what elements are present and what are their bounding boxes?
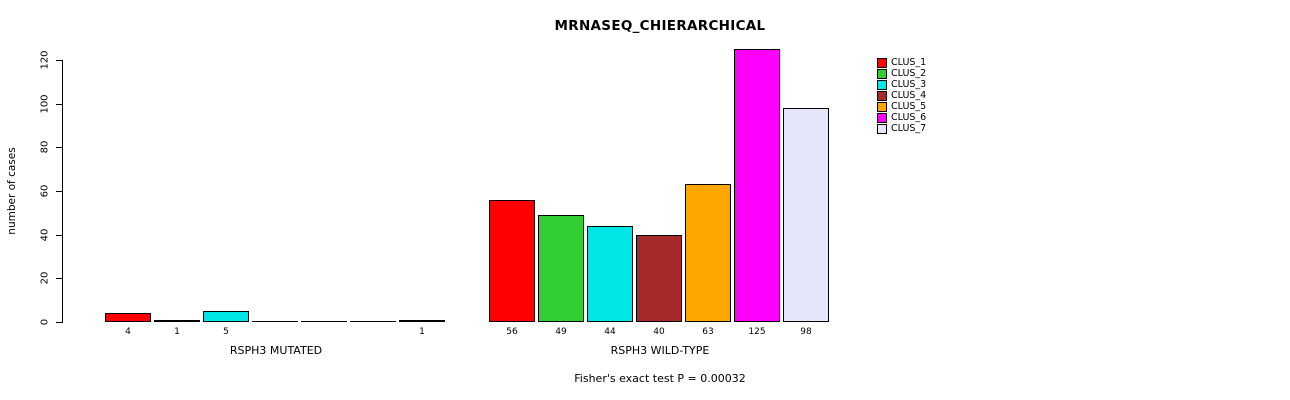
bar-value-label: 44 — [604, 327, 616, 337]
bar-CLUS_3 — [587, 226, 633, 322]
legend-item: CLUS_6 — [877, 112, 926, 123]
y-axis-tick — [56, 322, 62, 323]
legend-swatch — [877, 57, 887, 68]
bar-CLUS_3 — [203, 311, 249, 322]
y-axis-tick — [56, 60, 62, 61]
bar-value-label: 63 — [702, 327, 714, 337]
y-axis-tick — [56, 278, 62, 279]
y-axis-tick-label: 0 — [39, 318, 51, 326]
legend-label: CLUS_1 — [891, 57, 927, 68]
legend-label: CLUS_2 — [891, 68, 927, 79]
bar-value-label: 49 — [555, 327, 567, 337]
bar-CLUS_2 — [154, 320, 200, 322]
bar-value-label: 98 — [800, 327, 812, 337]
legend-item: CLUS_1 — [877, 57, 926, 68]
bar-value-label: 125 — [748, 327, 766, 337]
y-axis-tick-label: 80 — [39, 140, 51, 154]
bar-CLUS_4 — [636, 235, 682, 322]
bar-CLUS_7 — [399, 320, 445, 322]
y-axis-line — [62, 60, 63, 323]
legend-item: CLUS_2 — [877, 68, 926, 79]
bar-CLUS_4 — [252, 321, 298, 322]
y-axis-title: number of cases — [6, 147, 18, 235]
legend-swatch — [877, 79, 887, 90]
legend-swatch — [877, 101, 887, 112]
bar-CLUS_7 — [783, 108, 829, 322]
bar-value-label: 5 — [223, 327, 229, 337]
bar-value-label: 1 — [419, 327, 425, 337]
bar-CLUS_5 — [301, 321, 347, 322]
bar-CLUS_2 — [538, 215, 584, 322]
legend: CLUS_1 CLUS_2 CLUS_3 CLUS_4 CLUS_5 CLUS_6 CLUS… — [877, 57, 926, 134]
y-axis-tick — [56, 235, 62, 236]
x-axis-group-label-wildtype: RSPH3 WILD-TYPE — [610, 344, 710, 357]
bar-CLUS_1 — [105, 313, 151, 322]
legend-swatch — [877, 112, 887, 123]
y-axis-tick — [56, 191, 62, 192]
legend-label: CLUS_4 — [891, 90, 927, 101]
bar-CLUS_6 — [734, 49, 780, 322]
y-axis-tick-label: 100 — [39, 94, 51, 114]
legend-item: CLUS_5 — [877, 101, 926, 112]
legend-label: CLUS_5 — [891, 101, 927, 112]
y-axis-tick-label: 60 — [39, 184, 51, 198]
bar-value-label: 1 — [174, 327, 180, 337]
y-axis-tick-label: 20 — [39, 271, 51, 285]
bar-value-label: 40 — [653, 327, 665, 337]
legend-label: CLUS_7 — [891, 123, 927, 134]
legend-label: CLUS_6 — [891, 112, 927, 123]
bar-value-label: 56 — [506, 327, 518, 337]
y-axis-tick-label: 120 — [39, 50, 51, 70]
y-axis-tick-label: 40 — [39, 228, 51, 242]
legend-item: CLUS_3 — [877, 79, 926, 90]
legend-item: CLUS_4 — [877, 90, 926, 101]
legend-swatch — [877, 90, 887, 101]
chart-title: MRNASEQ_CHIERARCHICAL — [554, 18, 766, 34]
legend-swatch — [877, 123, 887, 134]
bar-CLUS_6 — [350, 321, 396, 322]
y-axis-tick — [56, 104, 62, 105]
fisher-test-annotation: Fisher's exact test P = 0.00032 — [574, 372, 746, 385]
legend-swatch — [877, 68, 887, 79]
y-axis-tick — [56, 147, 62, 148]
bar-CLUS_1 — [489, 200, 535, 322]
bar-value-label: 4 — [125, 327, 131, 337]
bar-CLUS_5 — [685, 184, 731, 322]
legend-item: CLUS_7 — [877, 123, 926, 134]
x-axis-group-label-mutated: RSPH3 MUTATED — [229, 344, 323, 357]
legend-label: CLUS_3 — [891, 79, 927, 90]
